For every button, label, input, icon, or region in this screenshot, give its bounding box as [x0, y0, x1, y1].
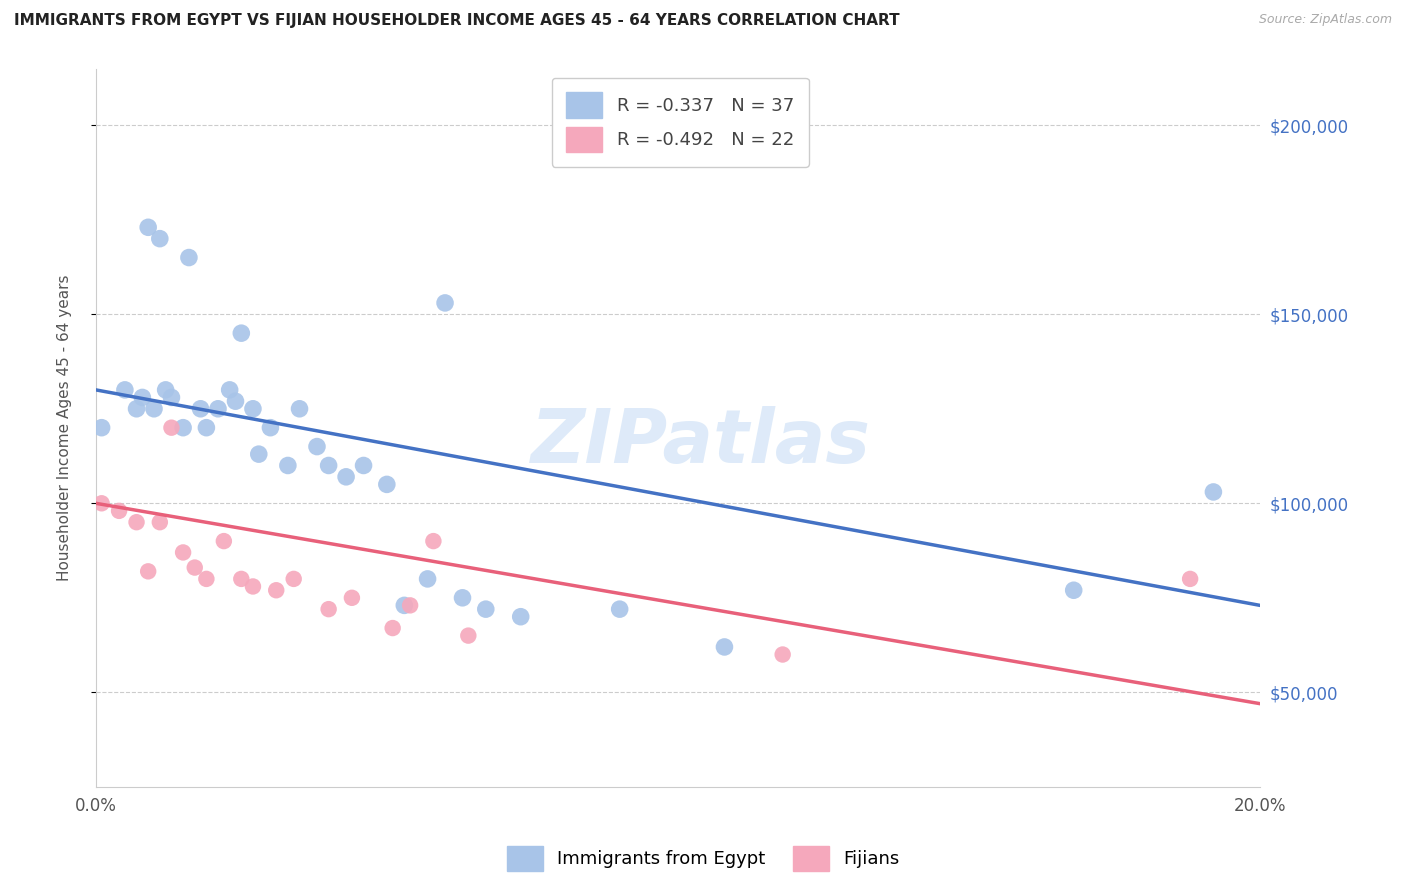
- Point: [190, 401, 212, 416]
- Point: [143, 401, 166, 416]
- Point: [1063, 583, 1085, 598]
- Point: [125, 515, 148, 529]
- Point: [451, 591, 474, 605]
- Point: [277, 458, 299, 473]
- Legend: Immigrants from Egypt, Fijians: Immigrants from Egypt, Fijians: [499, 838, 907, 879]
- Text: Source: ZipAtlas.com: Source: ZipAtlas.com: [1258, 13, 1392, 27]
- Point: [318, 458, 340, 473]
- Point: [772, 648, 794, 662]
- Text: IMMIGRANTS FROM EGYPT VS FIJIAN HOUSEHOLDER INCOME AGES 45 - 64 YEARS CORRELATIO: IMMIGRANTS FROM EGYPT VS FIJIAN HOUSEHOL…: [14, 13, 900, 29]
- Point: [509, 609, 531, 624]
- Point: [149, 515, 172, 529]
- Point: [259, 420, 281, 434]
- Point: [177, 251, 200, 265]
- Point: [416, 572, 439, 586]
- Point: [264, 583, 287, 598]
- Point: [108, 504, 131, 518]
- Point: [218, 383, 240, 397]
- Point: [149, 232, 172, 246]
- Point: [457, 629, 479, 643]
- Point: [242, 401, 264, 416]
- Point: [1178, 572, 1201, 586]
- Point: [90, 496, 112, 510]
- Point: [155, 383, 177, 397]
- Point: [136, 565, 159, 579]
- Point: [224, 394, 246, 409]
- Point: [283, 572, 305, 586]
- Point: [713, 640, 735, 654]
- Point: [231, 572, 253, 586]
- Point: [231, 326, 253, 341]
- Point: [160, 391, 183, 405]
- Point: [340, 591, 363, 605]
- Point: [242, 579, 264, 593]
- Point: [353, 458, 375, 473]
- Point: [609, 602, 631, 616]
- Point: [114, 383, 136, 397]
- Point: [247, 447, 270, 461]
- Point: [1202, 485, 1225, 500]
- Point: [399, 599, 422, 613]
- Point: [131, 391, 153, 405]
- Point: [422, 534, 444, 549]
- Point: [394, 599, 416, 613]
- Point: [335, 470, 357, 484]
- Point: [375, 477, 398, 491]
- Point: [434, 296, 457, 310]
- Point: [195, 420, 218, 434]
- Point: [195, 572, 218, 586]
- Point: [136, 220, 159, 235]
- Point: [172, 545, 194, 559]
- Point: [475, 602, 498, 616]
- Point: [212, 534, 235, 549]
- Point: [207, 401, 229, 416]
- Point: [381, 621, 404, 635]
- Y-axis label: Householder Income Ages 45 - 64 years: Householder Income Ages 45 - 64 years: [58, 275, 72, 581]
- Point: [125, 401, 148, 416]
- Point: [184, 560, 207, 574]
- Text: ZIPatlas: ZIPatlas: [531, 406, 872, 478]
- Point: [318, 602, 340, 616]
- Legend: R = -0.337   N = 37, R = -0.492   N = 22: R = -0.337 N = 37, R = -0.492 N = 22: [553, 78, 808, 167]
- Point: [160, 420, 183, 434]
- Point: [90, 420, 112, 434]
- Point: [172, 420, 194, 434]
- Point: [305, 440, 328, 454]
- Point: [288, 401, 311, 416]
